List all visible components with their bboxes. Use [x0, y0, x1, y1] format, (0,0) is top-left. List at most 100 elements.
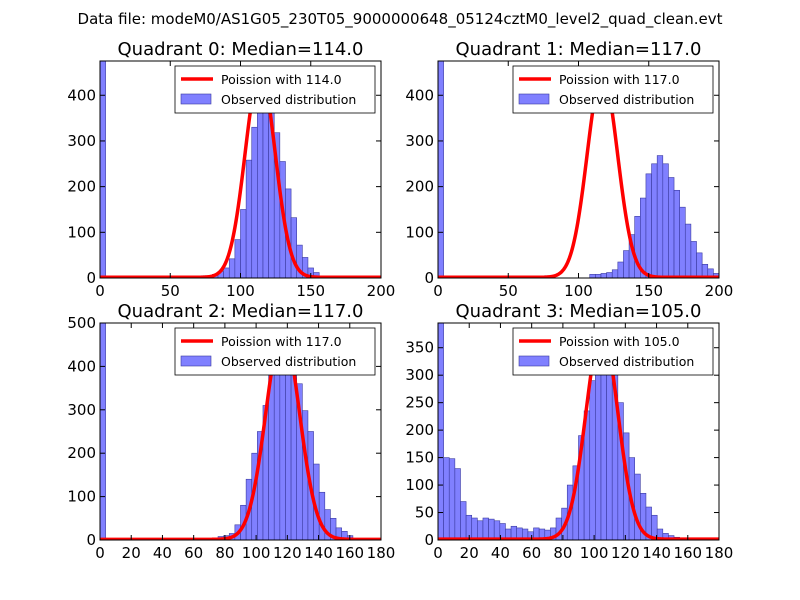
y-tick-label: 150 [405, 449, 434, 467]
y-tick-label: 300 [405, 132, 434, 150]
x-tick-label: 150 [634, 282, 663, 300]
chart-panel-0: 0 50 100 150 200 0 100 200 300 400 Quadrant 0: Med… [67, 39, 395, 300]
histogram-bar [600, 273, 607, 278]
x-tick-label: 120 [273, 544, 302, 562]
x-tick-label: 20 [460, 544, 479, 562]
legend-bar-swatch [518, 355, 550, 367]
x-tick-label: 50 [161, 282, 180, 300]
plot-area [100, 61, 381, 278]
y-tick-label: 100 [67, 223, 96, 241]
y-tick-label: 50 [415, 504, 434, 522]
plot-area [438, 323, 719, 540]
histogram-bar [228, 258, 236, 278]
y-tick-label: 400 [405, 86, 434, 104]
histogram-bar [443, 457, 450, 540]
legend-entry-observed: Observed distribution [559, 92, 694, 107]
chart-title: Quadrant 0: Median=114.0 [118, 39, 364, 60]
histogram-bar [477, 520, 484, 540]
histogram-bar [617, 261, 624, 278]
chart-title: Quadrant 3: Median=105.0 [456, 301, 702, 322]
y-tick-label: 100 [405, 223, 434, 241]
figure-suptitle: Data file: modeM0/AS1G05_230T05_90000006… [78, 10, 723, 29]
legend-entry-fit: Poission with 105.0 [559, 334, 680, 349]
histogram-bar [471, 517, 478, 540]
y-tick-label: 400 [67, 86, 96, 104]
x-tick-label: 80 [553, 544, 572, 562]
histogram-bar [684, 223, 692, 278]
x-tick-label: 60 [184, 544, 203, 562]
histogram-bar [290, 217, 297, 278]
histogram-bar [448, 458, 456, 540]
legend-bar-swatch [180, 93, 212, 105]
y-tick-label: 0 [424, 269, 434, 287]
histogram-bar [690, 241, 697, 278]
legend-entry-observed: Observed distribution [559, 354, 694, 369]
histogram-bar [482, 517, 489, 540]
legend: Poission with 117.0 Observed distribution [512, 65, 714, 114]
legend-entry-observed: Observed distribution [221, 92, 356, 107]
x-tick-label: 160 [335, 544, 364, 562]
histogram-bar [640, 197, 647, 278]
histogram-bar [679, 206, 686, 278]
x-tick-label: 200 [367, 282, 396, 300]
x-tick-label: 40 [491, 544, 510, 562]
histogram-bar [606, 352, 613, 540]
legend-box [174, 65, 376, 114]
histogram-bar [673, 189, 680, 278]
x-tick-label: 120 [611, 544, 640, 562]
y-tick-label: 200 [405, 421, 434, 439]
histogram-bar [251, 126, 258, 278]
chart-title: Quadrant 1: Median=117.0 [456, 39, 702, 60]
histogram-bar [623, 250, 630, 278]
histogram-bar [651, 163, 658, 278]
axes-frame [99, 322, 382, 541]
x-tick-label: 100 [242, 544, 271, 562]
histogram-bar [240, 209, 247, 278]
histogram-bar [245, 159, 253, 278]
histogram-bar [589, 380, 596, 540]
poisson-fit-line [100, 329, 381, 540]
x-tick-label: 160 [673, 544, 702, 562]
x-tick-label: 100 [226, 282, 255, 300]
x-tick-label: 0 [433, 544, 443, 562]
y-tick-label: 300 [67, 401, 96, 419]
y-tick-label: 100 [405, 476, 434, 494]
legend-entry-fit: Poission with 117.0 [221, 334, 342, 349]
x-tick-label: 0 [95, 544, 105, 562]
y-tick-label: 0 [424, 531, 434, 549]
histogram-bar [656, 155, 664, 278]
histogram-bar [460, 501, 467, 540]
histogram-bar [100, 61, 106, 278]
y-tick-label: 0 [86, 531, 96, 549]
y-tick-label: 400 [67, 357, 96, 375]
x-tick-label: 200 [705, 282, 734, 300]
x-tick-label: 100 [580, 544, 609, 562]
histogram-bar [696, 252, 703, 278]
histogram-bar [234, 239, 241, 278]
chart-title: Quadrant 2: Median=117.0 [118, 301, 364, 322]
histogram-bar [606, 272, 613, 278]
x-tick-label: 60 [522, 544, 541, 562]
histogram-bar [438, 323, 444, 540]
chart-panel-2: 0 20 40 60 80 100 120 140 160 1800100200300400500… [67, 301, 395, 562]
histogram-bar [318, 491, 326, 540]
poisson-fit-line [438, 328, 719, 540]
y-tick-label: 200 [67, 178, 96, 196]
x-tick-label: 140 [304, 544, 333, 562]
y-tick-label: 250 [405, 394, 434, 412]
y-tick-label: 0 [86, 269, 96, 287]
plot-area [100, 323, 381, 540]
histogram-bar [454, 468, 461, 540]
histogram-bar [645, 173, 652, 278]
histogram-bar [493, 520, 501, 540]
histogram-bar [257, 90, 264, 278]
histogram-bar [651, 514, 658, 540]
poisson-fit-line [100, 69, 381, 278]
histogram-bar [589, 274, 596, 278]
x-tick-label: 140 [642, 544, 671, 562]
x-tick-label: 180 [705, 544, 734, 562]
x-tick-label: 0 [95, 282, 105, 300]
histogram-bar [488, 518, 495, 540]
chart-panel-3: 0 20 40 60 80 100 120 140 160 1800501001502002503… [405, 301, 733, 562]
